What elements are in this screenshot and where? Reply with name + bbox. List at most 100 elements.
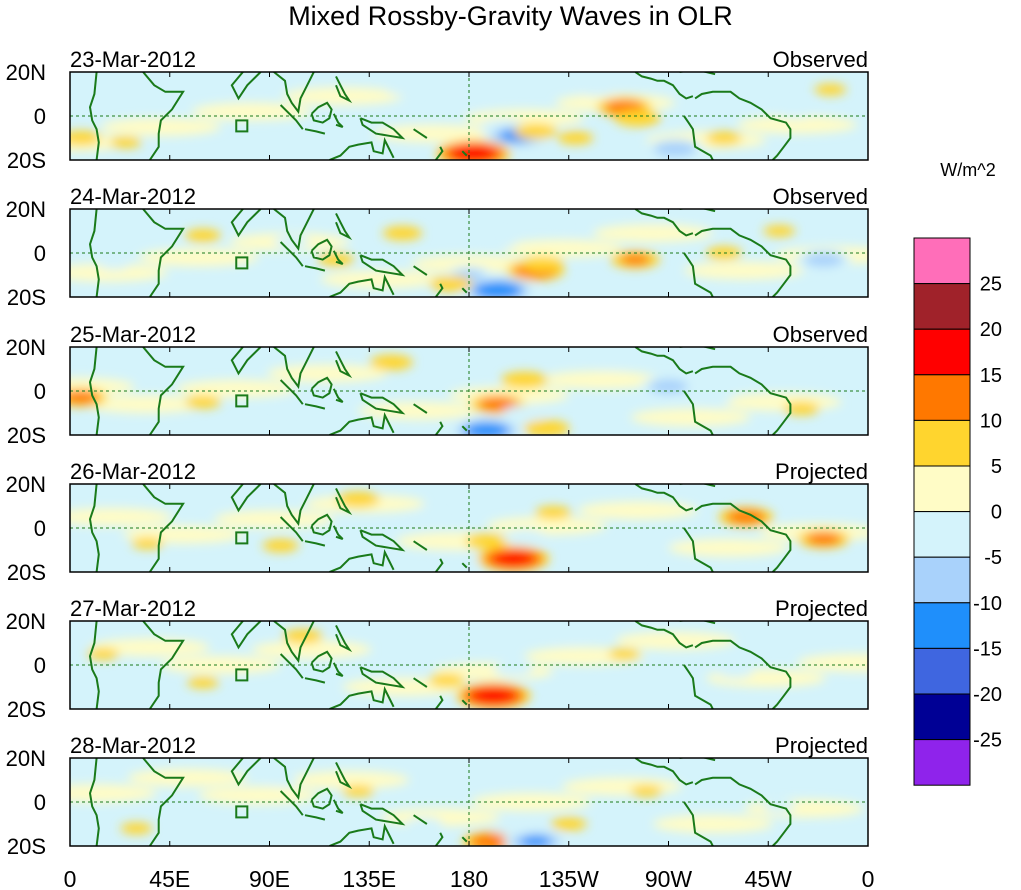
olr-anomaly-blob <box>131 537 164 550</box>
olr-anomaly-blob <box>451 94 487 108</box>
lon-tick-label: 45W <box>745 866 793 890</box>
colorbar-level-label: -25 <box>973 730 1002 752</box>
background-band <box>561 777 682 796</box>
panel-status-label: Projected <box>775 596 868 621</box>
colorbar-swatch <box>913 237 971 285</box>
island-outline <box>235 805 249 819</box>
olr-anomaly-blob <box>577 82 618 97</box>
coastline <box>359 117 406 140</box>
coastline <box>683 252 714 297</box>
lat-tick-label: 20N <box>6 60 46 85</box>
coastline <box>461 699 468 706</box>
colorbar-level-label: 5 <box>991 456 1002 478</box>
lon-tick-label: 45E <box>149 866 190 890</box>
background-band <box>289 771 410 789</box>
olr-anomaly-blob <box>550 817 587 831</box>
coastline <box>332 113 344 128</box>
colorbar-swatch <box>913 419 971 467</box>
coastline <box>142 209 185 297</box>
coastline <box>230 347 262 376</box>
olr-anomaly-blob <box>465 533 509 549</box>
colorbar-level-label: -20 <box>973 684 1002 706</box>
panel-status-label: Projected <box>775 459 868 484</box>
coastline <box>335 761 353 790</box>
coastline <box>142 484 185 572</box>
coastline <box>434 832 444 846</box>
coastline <box>279 516 304 542</box>
colorbar-swatch <box>913 647 971 695</box>
coastline <box>88 484 100 572</box>
coastline <box>634 621 694 649</box>
colorbar-swatch <box>913 374 971 421</box>
coastline <box>434 421 444 435</box>
colorbar-swatch <box>913 556 971 604</box>
coastline <box>461 836 468 843</box>
olr-anomaly-blob <box>469 687 518 705</box>
lat-tick-label: 20N <box>6 335 46 360</box>
coastline <box>683 115 714 160</box>
lat-tick-label: 0 <box>34 379 46 404</box>
coastline <box>88 621 100 709</box>
coastline <box>332 525 344 540</box>
coastline <box>273 484 315 527</box>
background-band <box>267 364 388 383</box>
olr-anomaly-blob <box>438 553 478 569</box>
olr-anomaly-blob <box>763 225 796 237</box>
colorbar-swatch <box>913 328 971 376</box>
panel-date-label: 23-Mar-2012 <box>70 47 196 72</box>
coastline <box>461 287 468 294</box>
coastline <box>461 425 468 432</box>
panel-25-Mar-2012: 20N 0 20S 25-Mar-2012 Observed <box>6 322 869 448</box>
coastline <box>679 72 716 76</box>
olr-anomaly-blob <box>382 226 423 241</box>
background-band <box>176 379 297 398</box>
panel-date-label: 28-Mar-2012 <box>70 733 196 758</box>
coastline <box>683 801 714 846</box>
lat-tick-label: 20S <box>7 697 46 722</box>
lon-tick-label: 135W <box>539 866 599 890</box>
coastline <box>359 254 406 277</box>
coastline <box>683 527 714 572</box>
olr-anomaly-blob <box>557 131 594 145</box>
olr-anomaly-blob <box>473 281 522 297</box>
background-band <box>411 255 532 273</box>
olr-anomaly-blob <box>502 529 547 545</box>
background-band <box>251 640 372 659</box>
coastline <box>634 758 694 786</box>
coastline <box>679 758 716 762</box>
olr-anomaly-blob <box>693 390 733 405</box>
coastline <box>359 392 406 415</box>
lat-tick-label: 20S <box>7 834 46 859</box>
lat-tick-label: 20N <box>6 472 46 497</box>
coastline <box>304 677 326 684</box>
coastline <box>230 484 262 513</box>
background-band <box>89 638 210 657</box>
coastline <box>142 347 185 435</box>
olr-anomaly-blob <box>87 648 120 660</box>
island-outline <box>235 119 249 133</box>
olr-anomaly-blob <box>474 234 518 250</box>
lat-tick-label: 0 <box>34 653 46 678</box>
coastline <box>413 677 428 688</box>
lat-tick-label: 20N <box>6 197 46 222</box>
lon-tick-label: 0 <box>862 866 875 890</box>
olr-anomaly-blob <box>559 220 592 233</box>
coastline <box>329 549 395 572</box>
coastline <box>694 776 792 846</box>
panel-status-label: Observed <box>773 322 868 347</box>
background-band <box>213 510 334 529</box>
olr-anomaly-blob <box>620 254 651 266</box>
coastline <box>304 814 326 821</box>
lat-tick-label: 20N <box>6 746 46 771</box>
coastline <box>279 379 304 405</box>
olr-anomaly-blob <box>535 505 572 520</box>
olr-anomaly-blob <box>464 422 509 435</box>
background-band <box>615 631 736 650</box>
background-band <box>127 768 248 787</box>
coastline <box>329 137 395 160</box>
olr-anomaly-blob <box>608 548 641 561</box>
olr-anomaly-blob <box>336 491 380 508</box>
olr-anomaly-blob <box>386 83 419 96</box>
olr-anomaly-blob <box>648 527 689 542</box>
background-band <box>796 653 868 672</box>
